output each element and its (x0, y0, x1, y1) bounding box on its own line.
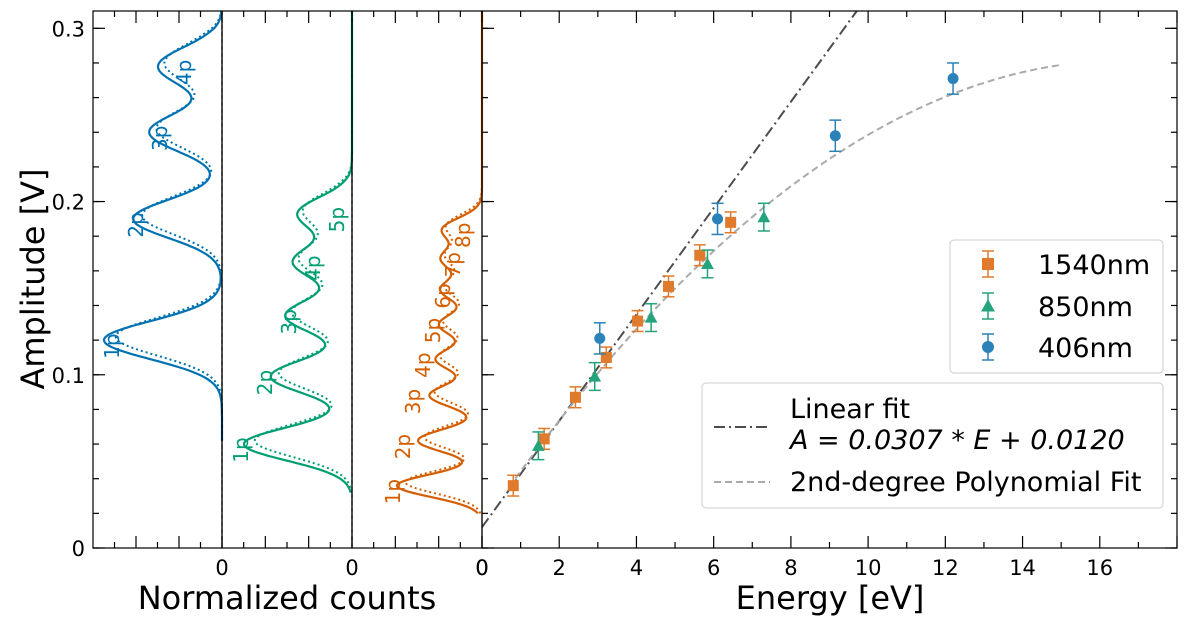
peak-label-3-5p: 5p (421, 318, 445, 343)
legend-marker-850nm (981, 299, 995, 312)
energy-x-tick-label: 4 (630, 556, 643, 580)
polynomial-fit-curve (508, 63, 1062, 488)
data-point-1540nm-1 (507, 480, 519, 492)
histogram-x-tick-label-1: 0 (215, 556, 228, 580)
legend-series-box (949, 239, 1164, 374)
y-tick-label: 0.1 (52, 364, 85, 388)
legend-linear-fit-equation: A = 0.0307 * E + 0.0120 (788, 425, 1125, 456)
data-point-1540nm-5 (632, 315, 644, 327)
peak-label-3-1p: 1p (381, 479, 405, 504)
energy-panel: 0 2 4 6 8 10 12 14 16 (475, 10, 1113, 580)
peak-label-1-3p: 3p (148, 126, 172, 151)
legend-fits: Linear fit A = 0.0307 * E + 0.0120 2nd-d… (701, 382, 1164, 509)
histogram-curve-dotted-2 (253, 11, 353, 493)
energy-x-tick-label: 0 (475, 556, 488, 580)
peak-label-3-7p: 7p (441, 252, 465, 277)
data-point-850nm-5 (757, 210, 771, 223)
data-point-1540nm-3 (569, 391, 581, 403)
data-point-406nm-4 (947, 73, 959, 85)
peak-label-2-3p: 3p (277, 309, 301, 334)
peak-label-2-2p: 2p (253, 370, 277, 395)
energy-x-axis-label: Energy [eV] (736, 579, 925, 617)
data-point-406nm-1 (594, 332, 606, 344)
series-850nm (532, 202, 771, 461)
legend-fits-box (701, 382, 1164, 509)
histogram-x-tick-label-2: 0 (345, 556, 358, 580)
peak-label-1-4p: 4p (172, 60, 196, 85)
peak-label-3-2p: 2p (391, 434, 415, 459)
data-point-406nm-3 (829, 130, 841, 142)
histogram-x-axis-label: Normalized counts (138, 579, 437, 617)
legend-linear-fit-label: Linear fit (790, 394, 910, 425)
y-tick-label: 0.3 (52, 17, 85, 41)
series-1540nm (507, 211, 737, 497)
legend-poly-fit-label: 2nd-degree Polynomial Fit (790, 467, 1141, 498)
y-tick-labels: 0 0.1 0.2 0.3 (52, 17, 85, 561)
y-tick-label: 0 (72, 537, 85, 561)
energy-x-tick-label: 16 (1086, 556, 1113, 580)
y-tick-label: 0.2 (52, 191, 85, 215)
data-point-1540nm-6 (662, 280, 674, 292)
peak-label-3-3p: 3p (401, 389, 425, 414)
energy-x-tick-label: 8 (784, 556, 797, 580)
energy-x-tick-label: 6 (707, 556, 720, 580)
legend-marker-406nm (982, 341, 994, 353)
data-point-850nm-2 (588, 370, 602, 382)
legend-label-850nm: 850nm (1038, 292, 1133, 323)
legend-series: 1540nm 850nm 406nm (949, 239, 1164, 374)
axes-frame (92, 10, 1178, 549)
legend-label-1540nm: 1540nm (1038, 250, 1150, 281)
peak-label-2-5p: 5p (325, 207, 349, 232)
peak-label-2-1p: 1p (229, 437, 253, 462)
data-point-850nm-1 (532, 439, 545, 451)
peak-label-1-2p: 2p (124, 212, 148, 237)
y-axis-label: Amplitude [V] (14, 168, 52, 389)
peak-label-3-6p: 6p (431, 283, 455, 308)
histogram-x-tick-label-3: 0 (475, 556, 488, 580)
peak-label-1-1p: 1p (100, 333, 124, 358)
energy-x-tick-label: 2 (553, 556, 566, 580)
energy-x-tick-label: 12 (932, 556, 959, 580)
energy-x-tick-label: 10 (855, 556, 882, 580)
legend-marker-1540nm (982, 258, 994, 270)
legend-label-406nm: 406nm (1038, 333, 1133, 364)
legend-item-406nm: 406nm (982, 333, 1133, 364)
data-point-850nm-4 (701, 257, 714, 269)
series-406nm (593, 62, 960, 355)
legend-item-850nm: 850nm (981, 292, 1133, 323)
data-point-1540nm-2 (538, 433, 550, 445)
legend-item-1540nm: 1540nm (982, 250, 1150, 281)
histogram-curve-dotted-1 (114, 10, 223, 441)
peak-label-2-4p: 4p (301, 255, 325, 280)
data-point-1540nm-7 (694, 249, 706, 261)
data-point-850nm-3 (644, 311, 658, 323)
data-point-1540nm-8 (725, 216, 737, 228)
peak-label-3-8p: 8p (451, 223, 475, 248)
data-point-1540nm-4 (600, 351, 612, 363)
histogram-curve-1 (102, 10, 224, 441)
data-point-406nm-2 (712, 213, 724, 225)
peak-label-3-4p: 4p (411, 352, 435, 377)
energy-x-tick-label: 14 (1009, 556, 1036, 580)
